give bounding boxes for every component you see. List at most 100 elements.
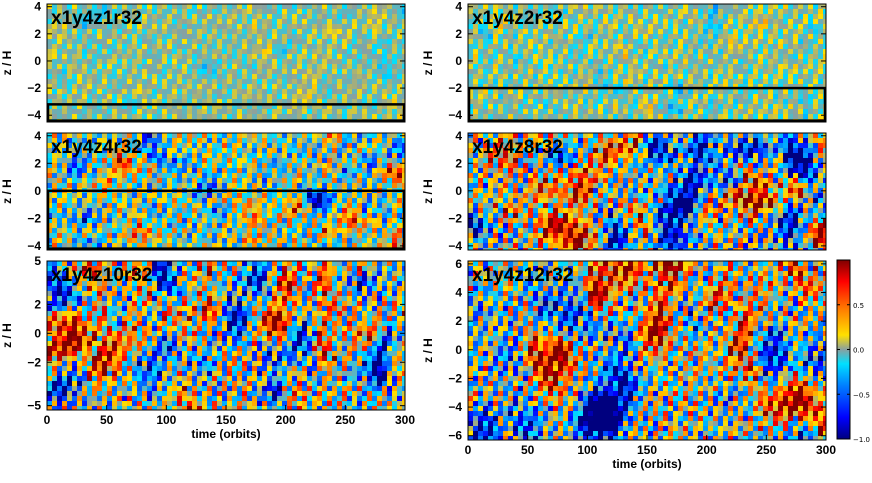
panel-title: x1y4z2r32 [472, 8, 563, 29]
heat-cell [222, 54, 228, 60]
heat-cell [543, 84, 549, 90]
heat-cell [743, 59, 749, 65]
heat-cell [653, 44, 659, 50]
heat-cell [738, 99, 744, 105]
heat-cell [187, 69, 193, 75]
heat-cell [698, 64, 704, 70]
heat-cell [668, 4, 674, 10]
heat-cell [77, 69, 83, 75]
heat-cell [598, 14, 604, 20]
heat-cell [498, 74, 504, 80]
heat-cell [132, 14, 138, 20]
heat-cell [357, 54, 363, 60]
heat-cell [347, 158, 353, 164]
heat-cell [673, 109, 679, 115]
heat-cell [367, 39, 373, 45]
heat-cell [332, 49, 338, 55]
heat-cell [623, 9, 629, 15]
heat-cell [367, 9, 373, 15]
heat-cell [337, 163, 343, 169]
heat-cell [207, 99, 213, 105]
heat-cell [658, 39, 664, 45]
heat-cell [267, 9, 273, 15]
heat-cell [818, 49, 824, 55]
heat-cell [72, 69, 78, 75]
heat-cell [352, 223, 358, 229]
heat-cell [257, 173, 263, 179]
heat-cell [272, 29, 278, 35]
heat-cell [62, 218, 68, 224]
heat-cell [122, 109, 128, 115]
heat-cell [107, 99, 113, 105]
heat-cell [337, 59, 343, 65]
heat-cell [803, 79, 809, 85]
heat-cell [723, 24, 729, 30]
heat-cell [87, 158, 93, 164]
heat-cell [127, 44, 133, 50]
heat-cell [132, 223, 138, 229]
heat-cell [748, 34, 754, 40]
heat-cell [558, 94, 564, 100]
heat-cell [182, 14, 188, 20]
heat-cell [137, 168, 143, 174]
heat-cell [753, 39, 759, 45]
heat-cell [352, 183, 358, 189]
heat-cell [613, 114, 619, 120]
heat-cell [177, 4, 183, 10]
heat-cell [778, 114, 784, 120]
heat-cell [723, 14, 729, 20]
heat-cell [132, 148, 138, 154]
heat-cell [97, 99, 103, 105]
heat-cell [583, 9, 589, 15]
heat-cell [543, 79, 549, 85]
heat-cell [172, 14, 178, 20]
heat-cell [352, 49, 358, 55]
heat-cell [92, 193, 98, 199]
heat-cell [277, 29, 283, 35]
heat-cell [508, 59, 514, 65]
heat-cell [523, 54, 529, 60]
heat-cell [658, 89, 664, 95]
heat-cell [242, 183, 248, 189]
heat-cell [172, 34, 178, 40]
heat-cell [302, 218, 308, 224]
heat-cell [177, 218, 183, 224]
heat-cell [342, 34, 348, 40]
heat-cell [613, 44, 619, 50]
heat-cell [212, 233, 218, 239]
heat-cell [257, 228, 263, 234]
heat-cell [272, 133, 278, 139]
heat-cell [97, 89, 103, 95]
heat-cell [678, 49, 684, 55]
heat-cell [142, 163, 148, 169]
heat-cell [528, 99, 534, 105]
heat-cell [342, 74, 348, 80]
heat-cell [628, 24, 634, 30]
heat-cell [272, 158, 278, 164]
heat-cell [122, 163, 128, 169]
heat-cell [743, 49, 749, 55]
heat-cell [337, 29, 343, 35]
heat-cell [392, 168, 398, 174]
heat-cell [387, 208, 393, 214]
heat-cell [758, 59, 764, 65]
heat-cell [337, 89, 343, 95]
heat-cell [382, 84, 388, 90]
heat-cell [653, 34, 659, 40]
heat-cell [187, 9, 193, 15]
heat-cell [618, 74, 624, 80]
heat-cell [643, 99, 649, 105]
heat-cell [152, 39, 158, 45]
heat-cell [302, 39, 308, 45]
heat-cell [202, 89, 208, 95]
heat-cell [698, 109, 704, 115]
heat-cell [778, 39, 784, 45]
heat-cell [362, 203, 368, 209]
heat-cell [142, 218, 148, 224]
heat-cell [528, 74, 534, 80]
heat-cell [598, 104, 604, 110]
heat-cell [212, 104, 218, 110]
heat-cell [232, 148, 238, 154]
heat-cell [307, 173, 313, 179]
heat-cell [638, 109, 644, 115]
